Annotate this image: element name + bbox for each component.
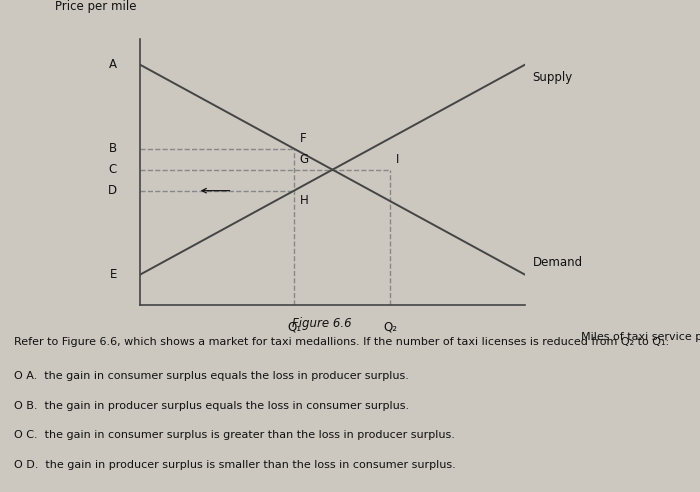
Text: Q₁: Q₁ <box>287 320 301 333</box>
Text: O A.  the gain in consumer surplus equals the loss in producer surplus.: O A. the gain in consumer surplus equals… <box>14 371 409 381</box>
Text: Supply: Supply <box>533 71 573 84</box>
Text: Refer to Figure 6.6, which shows a market for taxi medallions. If the number of : Refer to Figure 6.6, which shows a marke… <box>14 337 669 347</box>
Text: O C.  the gain in consumer surplus is greater than the loss in producer surplus.: O C. the gain in consumer surplus is gre… <box>14 430 455 440</box>
Text: Figure 6.6: Figure 6.6 <box>292 317 352 330</box>
Text: C: C <box>108 163 117 176</box>
Text: H: H <box>300 194 309 208</box>
Text: Miles of taxi service per day: Miles of taxi service per day <box>581 332 700 341</box>
Text: G: G <box>300 153 309 166</box>
Text: O D.  the gain in producer surplus is smaller than the loss in consumer surplus.: O D. the gain in producer surplus is sma… <box>14 460 456 470</box>
Text: O B.  the gain in producer surplus equals the loss in consumer surplus.: O B. the gain in producer surplus equals… <box>14 401 409 411</box>
Text: F: F <box>300 132 307 145</box>
Text: Price per mile: Price per mile <box>55 0 136 13</box>
Text: E: E <box>109 268 117 281</box>
Text: D: D <box>108 184 117 197</box>
Text: I: I <box>396 153 400 166</box>
Text: Demand: Demand <box>533 255 583 269</box>
Text: Q₂: Q₂ <box>384 320 398 333</box>
Text: B: B <box>108 142 117 155</box>
Text: A: A <box>109 58 117 71</box>
